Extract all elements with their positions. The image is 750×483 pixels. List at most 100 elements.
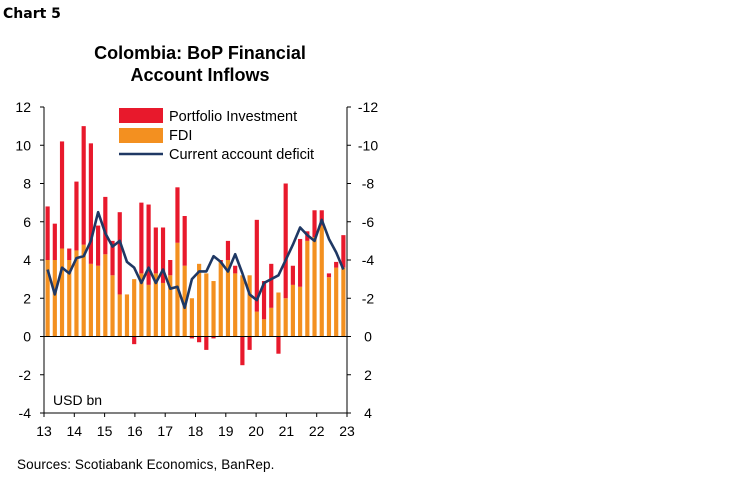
fdi-bar [74,250,79,337]
right-axis-tick-label: -10 [358,137,378,153]
portfolio-investment-bar [312,210,317,238]
fdi-bar [312,237,317,337]
fdi-bar [81,244,86,337]
fdi-bar [305,240,310,337]
fdi-bar [254,311,259,337]
x-axis-tick-label: 23 [339,423,355,439]
fdi-bar [189,298,194,337]
fdi-bar [117,294,122,337]
right-axis-tick-label: -4 [362,252,375,268]
portfolio-investment-bar [153,227,158,274]
legend-label-portfolio-investment: Portfolio Investment [169,109,297,125]
portfolio-investment-bar [254,219,259,312]
portfolio-investment-bar [182,216,187,266]
left-axis-tick-label: 10 [15,137,31,153]
portfolio-investment-bar [96,225,101,266]
portfolio-investment-bar [168,260,173,276]
x-axis-tick-label: 13 [36,423,52,439]
right-axis-tick-label: 2 [364,367,372,383]
portfolio-investment-bar [225,240,231,261]
portfolio-investment-bar [67,248,72,260]
units-label: USD bn [53,392,102,408]
portfolio-investment-bar [283,183,288,299]
fdi-bar [110,275,115,337]
x-axis-tick-label: 15 [97,423,113,439]
x-axis-tick-label: 16 [127,423,143,439]
fdi-bar [59,248,65,337]
portfolio-investment-bar [110,240,115,276]
fdi-bar [341,267,346,337]
left-axis-tick-label: -2 [19,367,32,383]
source-note: Sources: Scotiabank Economics, BanRep. [17,457,275,472]
legend-label-fdi: FDI [169,128,192,144]
current-account-deficit-line [46,210,345,310]
portfolio-investment-bar [132,336,137,345]
fdi-bar [211,281,216,337]
left-axis-tick-label: 4 [23,252,31,268]
portfolio-investment-bar [319,210,324,226]
fdi-bar [182,265,187,337]
fdi-bar [290,284,295,337]
x-axis-tick-label: 19 [218,423,234,439]
portfolio-investment-bar [334,261,339,268]
portfolio-investment-bar [81,126,86,245]
x-axis-tick-label: 21 [279,423,295,439]
portfolio-investment-bar [45,206,50,260]
fdi-bar [146,284,151,337]
x-axis-tick-label: 18 [188,423,204,439]
x-axis-tick-label: 14 [67,423,83,439]
legend-swatch-fdi [119,128,163,143]
portfolio-investment-bar [74,181,79,251]
portfolio-investment-bar [290,265,295,285]
portfolio-investment-bar [211,336,216,339]
portfolio-investment-bar [197,336,202,343]
portfolio-investment-bar [233,265,238,274]
portfolio-investment-bar [88,143,93,264]
legend: Portfolio Investment FDI Current account… [119,108,314,163]
portfolio-investment-bar [341,235,346,268]
fdi-bar [298,286,303,337]
right-axis-tick-label: 0 [364,329,372,345]
fdi-bar [319,225,324,337]
fdi-bar [132,279,137,337]
fdi-bar [124,294,130,337]
fdi-bar [261,319,267,337]
fdi-bar [225,260,231,337]
fdi-bar [218,261,223,337]
fdi-bar [160,282,166,337]
portfolio-investment-bar [269,263,274,308]
fdi-bar [168,275,173,337]
chart-title-line-2: Account Inflows [130,65,270,85]
portfolio-investment-bar [261,281,267,320]
fdi-bar [153,273,158,337]
fdi-bar [334,267,339,337]
left-axis-tick-label: 6 [23,214,31,230]
fdi-bar [88,263,93,337]
chart-title-line-1: Colombia: BoP Financial [94,43,306,63]
left-axis-tick-label: 0 [23,329,31,345]
fdi-bar [197,263,202,337]
fdi-bar [103,254,108,337]
portfolio-investment-bar [117,212,122,295]
legend-swatch-portfolio-investment [119,108,163,123]
portfolio-investment-bar [139,202,144,274]
fdi-bar [247,275,252,337]
legend-label-current-account-deficit: Current account deficit [169,147,314,163]
portfolio-investment-bar [146,204,151,285]
portfolio-investment-bar [103,196,108,255]
portfolio-investment-bar [247,336,252,350]
fdi-bar [240,275,245,337]
fdi-bar [269,307,274,337]
fdi-bar [139,273,144,337]
portfolio-investment-bar [326,273,332,278]
right-axis-tick-label: -8 [362,176,375,192]
fdi-bar [52,260,57,337]
portfolio-investment-bar [52,223,57,260]
line-layer [46,210,345,310]
right-axis-tick-label: -2 [362,290,375,306]
fdi-bar [283,298,288,337]
portfolio-investment-bar [298,238,303,287]
fdi-bar [96,265,101,337]
fdi-bar [326,277,332,337]
